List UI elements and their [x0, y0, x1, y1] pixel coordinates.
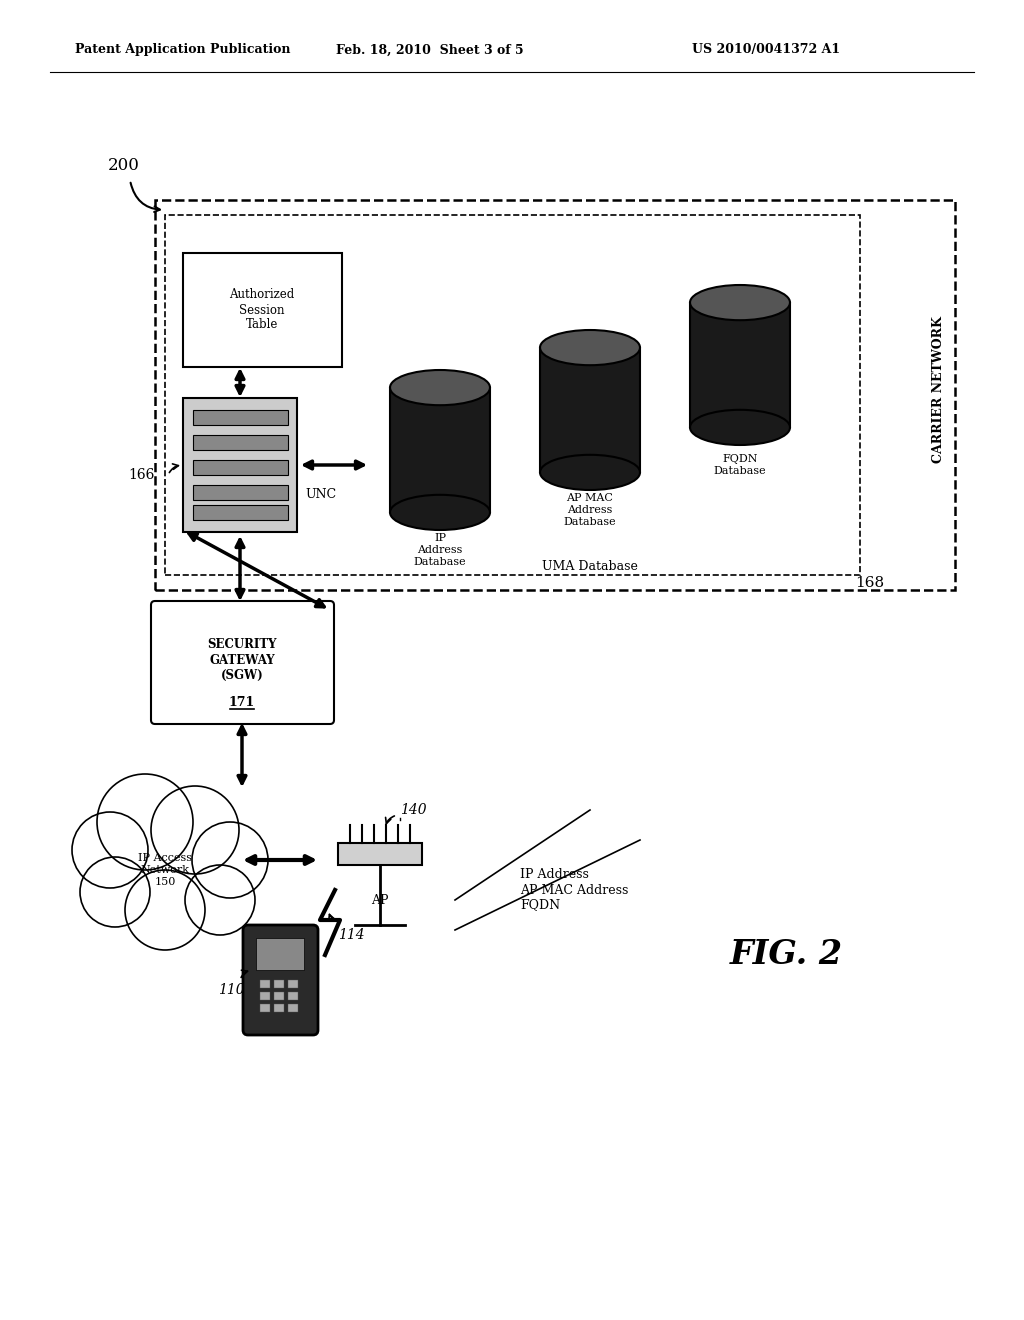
Text: Feb. 18, 2010  Sheet 3 of 5: Feb. 18, 2010 Sheet 3 of 5: [336, 44, 524, 57]
Bar: [260, 993, 270, 1001]
Bar: [274, 979, 284, 987]
Text: 171: 171: [229, 696, 255, 709]
FancyBboxPatch shape: [243, 925, 318, 1035]
Text: FIG. 2: FIG. 2: [730, 939, 843, 972]
FancyBboxPatch shape: [155, 201, 955, 590]
Text: Patent Application Publication: Patent Application Publication: [75, 44, 291, 57]
Bar: [690, 302, 790, 428]
Bar: [288, 993, 298, 1001]
Text: IP Address
AP MAC Address
FQDN: IP Address AP MAC Address FQDN: [520, 869, 629, 912]
Bar: [288, 979, 298, 987]
Text: US 2010/0041372 A1: US 2010/0041372 A1: [692, 44, 840, 57]
Text: IP Access
Network
150: IP Access Network 150: [138, 854, 193, 887]
Text: UMA Database: UMA Database: [542, 560, 638, 573]
Bar: [274, 993, 284, 1001]
Text: 166: 166: [128, 469, 155, 482]
Bar: [288, 1005, 298, 1012]
Ellipse shape: [390, 370, 490, 405]
Text: AP MAC
Address
Database: AP MAC Address Database: [563, 494, 616, 527]
FancyBboxPatch shape: [151, 601, 334, 723]
Bar: [338, 843, 422, 865]
Bar: [193, 411, 288, 425]
Bar: [274, 1005, 284, 1012]
Text: CARRIER NETWORK: CARRIER NETWORK: [932, 317, 944, 463]
Circle shape: [125, 870, 205, 950]
Text: IP
Address
Database: IP Address Database: [414, 533, 466, 566]
Text: SECURITY
GATEWAY
(SGW): SECURITY GATEWAY (SGW): [207, 639, 276, 681]
Text: UNC: UNC: [305, 488, 336, 502]
Circle shape: [193, 822, 268, 898]
Circle shape: [72, 812, 148, 888]
Text: Authorized
Session
Table: Authorized Session Table: [229, 289, 295, 331]
Text: 114: 114: [338, 928, 365, 942]
Text: 110: 110: [218, 983, 245, 997]
Text: 140: 140: [400, 803, 427, 817]
Bar: [540, 347, 640, 473]
Text: AP: AP: [372, 894, 389, 907]
Circle shape: [185, 865, 255, 935]
Bar: [193, 459, 288, 475]
Bar: [390, 388, 490, 512]
Ellipse shape: [540, 455, 640, 490]
FancyBboxPatch shape: [183, 253, 342, 367]
Text: FQDN
Database: FQDN Database: [714, 454, 766, 475]
Bar: [193, 506, 288, 520]
Ellipse shape: [690, 285, 790, 321]
Circle shape: [80, 857, 150, 927]
Circle shape: [97, 774, 193, 870]
Bar: [260, 979, 270, 987]
Ellipse shape: [540, 330, 640, 366]
Bar: [260, 1005, 270, 1012]
FancyBboxPatch shape: [183, 399, 297, 532]
Text: 200: 200: [108, 157, 140, 173]
Ellipse shape: [690, 409, 790, 445]
FancyBboxPatch shape: [165, 215, 860, 576]
Bar: [193, 484, 288, 500]
Bar: [256, 939, 304, 970]
Text: 168: 168: [855, 576, 884, 590]
Circle shape: [151, 785, 239, 874]
Ellipse shape: [390, 495, 490, 531]
Bar: [193, 436, 288, 450]
